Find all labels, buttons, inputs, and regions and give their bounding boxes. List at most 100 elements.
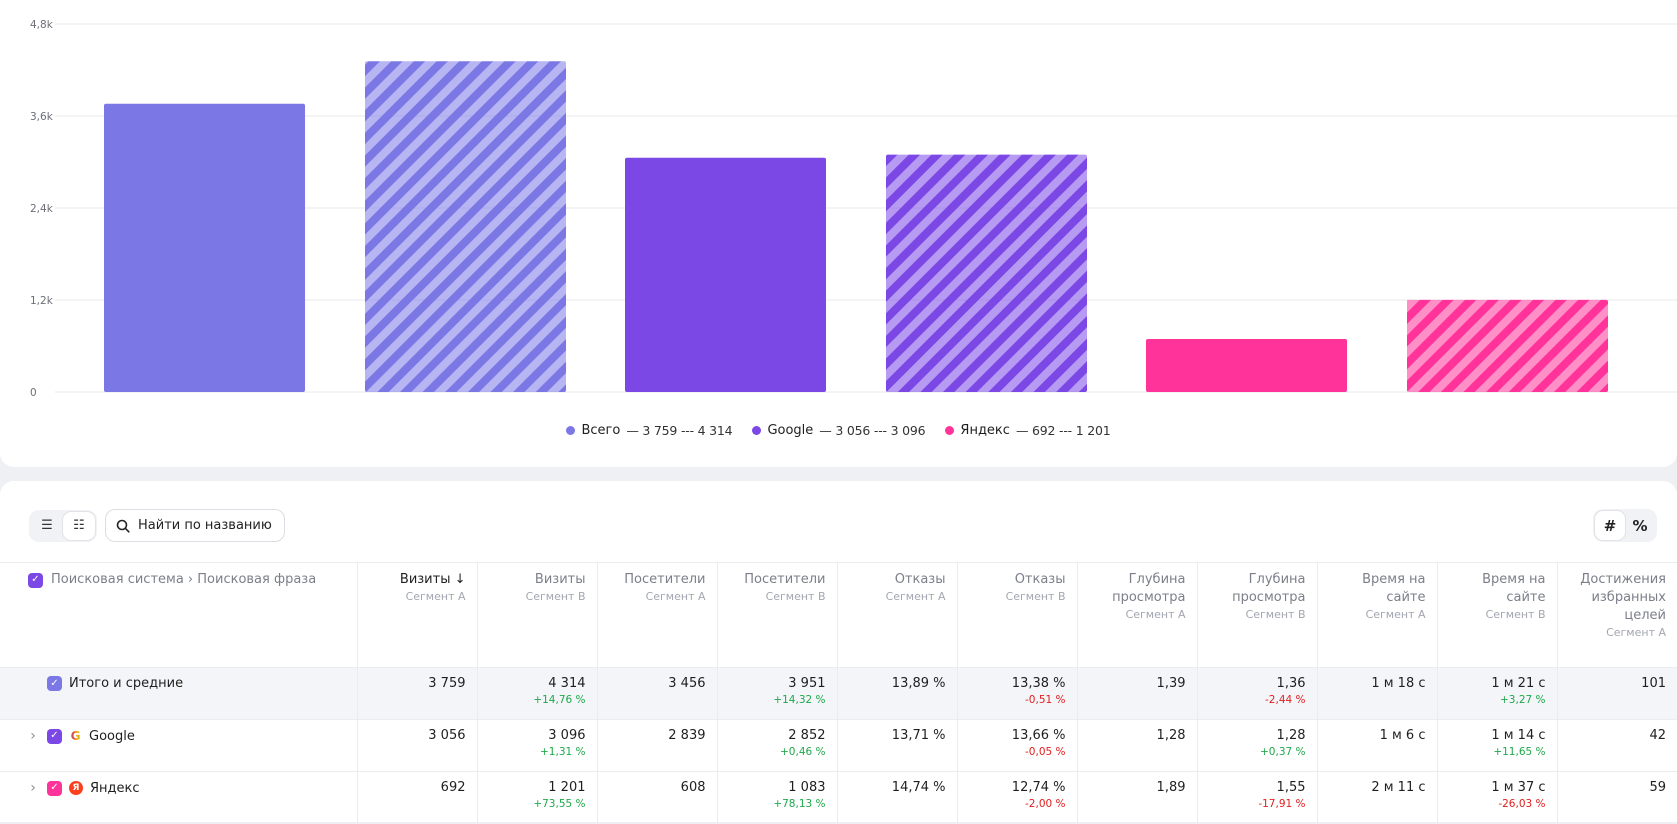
table-cell: 3 951 +14,32 % [717, 667, 838, 720]
table-cell: 13,38 % -0,51 % [957, 667, 1078, 720]
cell-value: 1 201 [548, 780, 586, 795]
column-header[interactable]: Достижения избранных целей Сегмент A [1557, 562, 1677, 668]
column-segment-label: Сегмент A [1606, 626, 1666, 639]
legend-item[interactable]: Яндекс — 692 --- 1 201 [945, 423, 1111, 438]
cell-value: 3 096 [548, 728, 586, 743]
cell-value: 1 м 6 с [1379, 728, 1426, 743]
cell-delta: +14,32 % [773, 694, 826, 706]
cell-value: 13,66 % [1011, 728, 1066, 743]
percent-values-button[interactable]: % [1632, 516, 1648, 535]
row-checkbox[interactable]: ✓ [47, 728, 62, 744]
cell-value: 1,39 [1156, 676, 1186, 691]
column-header[interactable]: Время на сайте Сегмент B [1437, 562, 1558, 668]
absolute-values-button[interactable]: # [1595, 511, 1625, 540]
cell-value: 12,74 % [1011, 780, 1066, 795]
cell-value: 692 [440, 780, 466, 795]
table-cell: 4 314 +14,76 % [477, 667, 598, 720]
bar-Всего-a[interactable] [104, 103, 305, 392]
y-tick-label: 2,4k [30, 203, 54, 215]
table-cell: 1 м 21 с +3,27 % [1437, 667, 1558, 720]
cell-value: 13,38 % [1011, 676, 1066, 691]
table-cell: 101 [1557, 667, 1677, 720]
google-icon: G [70, 729, 81, 743]
table-cell: 13,89 % [837, 667, 958, 720]
dimension-header[interactable]: ✓ Поисковая система › Поисковая фраза [0, 562, 358, 668]
column-segment-label: Сегмент B [525, 590, 586, 603]
cell-value: 3 951 [788, 676, 826, 691]
bar-Яндекс-a[interactable] [1146, 338, 1347, 392]
data-table: ✓ Поисковая система › Поисковая фраза Ви… [0, 562, 1677, 824]
report-table-panel: ☰ ☷ Найти по названию # % ✓ Поисковая си… [0, 481, 1677, 824]
table-cell: 1,39 [1077, 667, 1198, 720]
table-cell: 1 м 18 с [1317, 667, 1438, 720]
tree-list-icon[interactable]: ☷ [63, 511, 95, 540]
table-row[interactable]: › ✓ Я Яндекс 692 1 201 +73,55 % 608 1 083 +78,13 … [0, 771, 1677, 824]
column-header[interactable]: Визиты ↓ Сегмент A [357, 562, 478, 668]
column-title: Визиты ↓ [399, 572, 466, 587]
column-header[interactable]: Глубина просмотра Сегмент A [1077, 562, 1198, 668]
chevron-right-icon[interactable]: › [30, 780, 36, 796]
legend-item[interactable]: Google — 3 056 --- 3 096 [752, 423, 926, 438]
table-cell: 3 456 [597, 667, 718, 720]
table-cell: 59 [1557, 771, 1677, 824]
legend-item[interactable]: Всего — 3 759 --- 4 314 [566, 423, 733, 438]
cell-value: 59 [1649, 780, 1666, 795]
column-header[interactable]: Визиты Сегмент B [477, 562, 598, 668]
bar-Всего-b[interactable] [365, 61, 566, 392]
cell-delta: +0,37 % [1260, 746, 1306, 758]
cell-value: 2 м 11 с [1371, 780, 1426, 795]
search-input[interactable]: Найти по названию [105, 509, 285, 542]
table-row[interactable]: ✓ Итого и средние 3 759 4 314 +14,76 % 3 456 3… [0, 667, 1677, 720]
list-icon[interactable]: ☰ [41, 518, 53, 533]
cell-delta: -0,05 % [1025, 746, 1066, 758]
cell-value: 1 м 21 с [1491, 676, 1546, 691]
column-header[interactable]: Отказы Сегмент B [957, 562, 1078, 668]
table-cell: 1,55 -17,91 % [1197, 771, 1318, 824]
table-toolbar: ☰ ☷ Найти по названию [29, 509, 285, 542]
unit-toggle: # % [1593, 509, 1657, 542]
cell-delta: +0,46 % [780, 746, 826, 758]
row-checkbox[interactable]: ✓ [47, 780, 62, 796]
cell-delta: -2,44 % [1265, 694, 1306, 706]
table-cell: 1,89 [1077, 771, 1198, 824]
table-header-row: ✓ Поисковая система › Поисковая фраза Ви… [0, 562, 1677, 668]
bar-Яндекс-b[interactable] [1407, 299, 1608, 392]
cell-delta: -26,03 % [1498, 798, 1546, 810]
cell-value: 101 [1641, 676, 1666, 691]
chevron-right-icon[interactable]: › [30, 728, 36, 744]
chart-panel: 0 1,2k 2,4k 3,6k 4,8k Всего — 3 759 --- 4 314… [0, 0, 1677, 467]
legend-dot-icon [945, 426, 955, 435]
bar-Google-b[interactable] [886, 154, 1087, 392]
yandex-icon: Я [69, 781, 83, 795]
table-row[interactable]: › ✓ G Google 3 056 3 096 +1,31 % 2 839 2 852 +0,4… [0, 719, 1677, 772]
table-cell: 14,74 % [837, 771, 958, 824]
select-all-checkbox[interactable]: ✓ [28, 572, 43, 588]
legend-values: — 3 759 --- 4 314 [626, 423, 733, 438]
dimension-header-label: Поисковая система › Поисковая фраза [51, 572, 317, 587]
column-header[interactable]: Отказы Сегмент A [837, 562, 958, 668]
cell-delta: +11,65 % [1493, 746, 1546, 758]
cell-value: 2 839 [668, 728, 706, 743]
column-header[interactable]: Посетители Сегмент B [717, 562, 838, 668]
cell-value: 1 м 14 с [1491, 728, 1546, 743]
column-header[interactable]: Время на сайте Сегмент A [1317, 562, 1438, 668]
cell-value: 13,71 % [891, 728, 946, 743]
legend-label: Яндекс [960, 423, 1010, 438]
column-header[interactable]: Посетители Сегмент A [597, 562, 718, 668]
cell-delta: +3,27 % [1500, 694, 1546, 706]
cell-value: 1,28 [1276, 728, 1306, 743]
table-cell: 2 839 [597, 719, 718, 772]
cell-delta: -17,91 % [1258, 798, 1306, 810]
column-segment-label: Сегмент B [1245, 608, 1306, 621]
cell-delta: +14,76 % [533, 694, 586, 706]
column-title: Время на сайте [1482, 572, 1546, 605]
row-checkbox[interactable]: ✓ [47, 676, 62, 691]
cell-value: 1 м 37 с [1491, 780, 1546, 795]
row-dimension-cell: › ✓ G Google [0, 719, 358, 772]
bar-Google-a[interactable] [625, 157, 826, 392]
row-label: Итого и средние [69, 676, 184, 691]
column-header[interactable]: Глубина просмотра Сегмент B [1197, 562, 1318, 668]
column-segment-label: Сегмент A [1125, 608, 1186, 621]
table-cell: 13,71 % [837, 719, 958, 772]
column-title: Глубина просмотра [1232, 572, 1306, 605]
